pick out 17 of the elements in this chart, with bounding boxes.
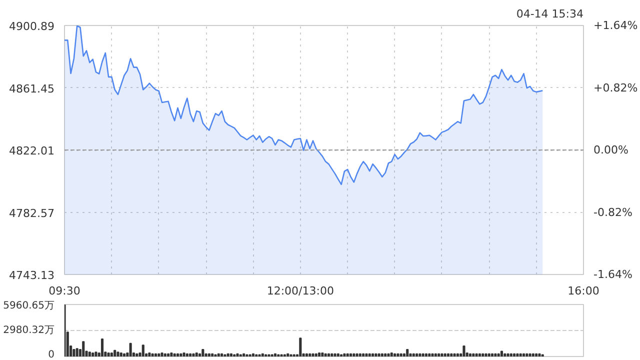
y2-tick-label: +1.64% bbox=[594, 19, 638, 32]
y-tick-label: 0 bbox=[48, 350, 55, 360]
x-tick-label: 16:00 bbox=[568, 284, 600, 298]
y-tick-label: 5960.65万 bbox=[3, 300, 55, 312]
y-tick-label: 4782.57 bbox=[9, 206, 55, 220]
x-tick-label: 12:00/13:00 bbox=[266, 284, 334, 298]
y-tick-label: 4861.45 bbox=[9, 82, 55, 96]
y2-tick-label: +0.82% bbox=[594, 81, 638, 94]
y-tick-label: 2980.32万 bbox=[3, 325, 55, 336]
y-tick-label: 4900.89 bbox=[9, 20, 55, 33]
y2-tick-label: -0.82% bbox=[594, 206, 632, 219]
y-tick-label: 4743.13 bbox=[9, 269, 55, 282]
x-tick-label: 09:30 bbox=[48, 284, 80, 298]
y-tick-label: 4822.01 bbox=[9, 144, 55, 158]
y2-tick-label: -1.64% bbox=[594, 268, 632, 281]
text: 04-14 15:34 bbox=[516, 8, 584, 20]
y2-tick-label: 0.00% bbox=[594, 144, 628, 156]
